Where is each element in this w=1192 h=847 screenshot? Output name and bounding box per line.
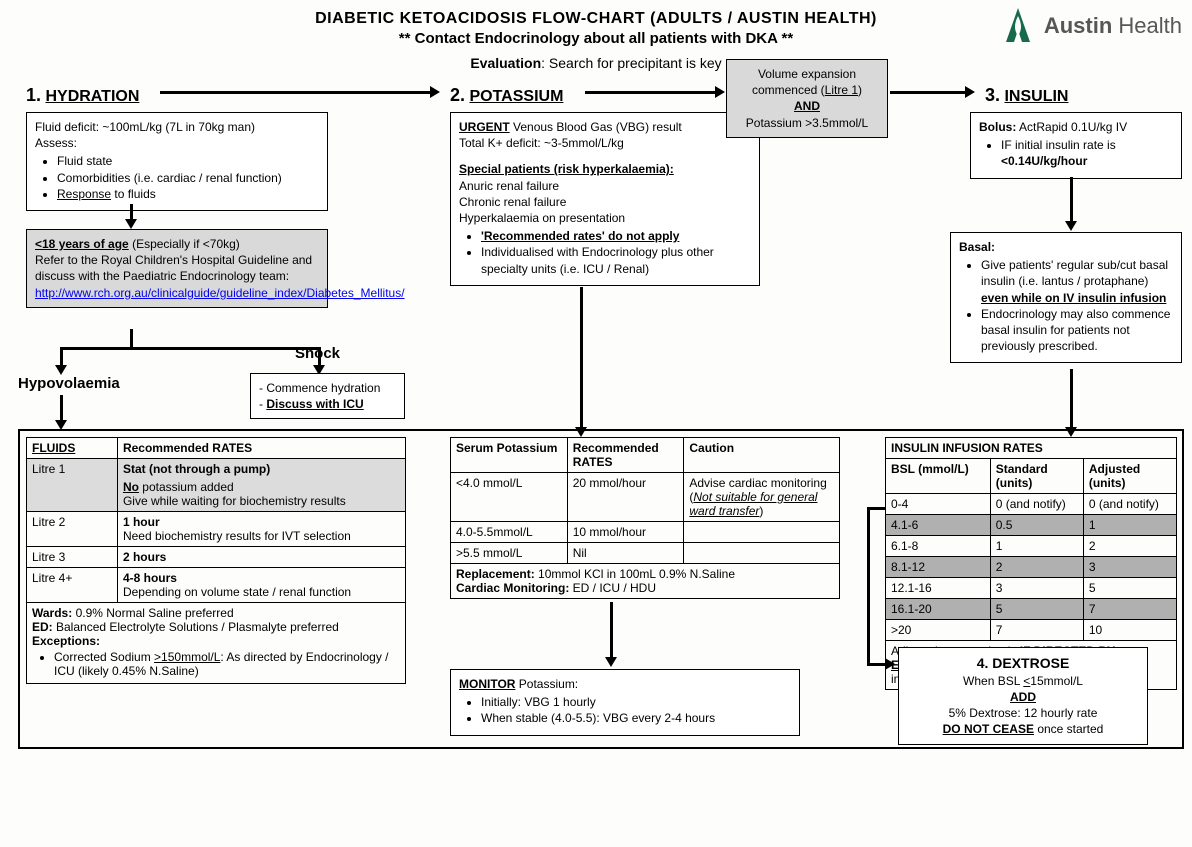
table-row: 8.1-1223 — [886, 557, 1177, 578]
arrow-1-2-head — [430, 86, 440, 98]
evaluation: Evaluation: Search for precipitant is ke… — [10, 55, 1182, 71]
arrow-serum-monitor-head — [605, 657, 617, 667]
table-row: <4.0 mmol/L 20 mmol/hour Advise cardiac … — [451, 473, 840, 522]
arrow-hypo-fluids — [60, 395, 63, 420]
dextrose-box: 4. DEXTROSE When BSL <15mmol/L ADD 5% De… — [898, 647, 1148, 745]
table-row: >5.5 mmol/L Nil — [451, 543, 840, 564]
header: DIABETIC KETOACIDOSIS FLOW-CHART (ADULTS… — [10, 10, 1182, 71]
shock-label: Shock — [295, 345, 340, 362]
table-row: Replacement: 10mmol KCl in 100mL 0.9% N.… — [451, 564, 840, 599]
arrow-ins-dex-head — [885, 658, 895, 670]
logo: Austin Health — [998, 6, 1182, 46]
arrow-pot-serum — [580, 287, 583, 427]
logo-text: Austin Health — [1044, 13, 1182, 39]
arrow-ins-dex-h1 — [867, 507, 885, 510]
austin-logo-icon — [998, 6, 1038, 46]
arrow-bolus-basal-head — [1065, 221, 1077, 231]
arrow-1-2 — [160, 91, 430, 94]
arrow-paeds-branch-h — [60, 347, 320, 350]
insulin-bolus-box: Bolus: ActRapid 0.1U/kg IV IF initial in… — [970, 112, 1182, 179]
flowchart: 1. HYDRATION 2. POTASSIUM 3. INSULIN Flu… — [10, 77, 1182, 837]
hypovolaemia-label: Hypovolaemia — [18, 375, 120, 392]
section-3-label: 3. INSULIN — [985, 85, 1068, 106]
arrow-2-vol-head — [715, 86, 725, 98]
arrow-2-vol — [585, 91, 715, 94]
arrow-ins-dex-h2 — [867, 663, 885, 666]
arrow-paeds-branch-v — [130, 329, 133, 347]
section-2-label: 2. POTASSIUM — [450, 85, 563, 106]
arrow-ins-dex-v — [867, 507, 870, 665]
eval-text: : Search for precipitant is key — [541, 55, 722, 71]
table-row: 12.1-1635 — [886, 578, 1177, 599]
table-row: 0-40 (and notify)0 (and notify) — [886, 494, 1177, 515]
arrow-serum-monitor — [610, 602, 613, 657]
arrow-basal-ins — [1070, 369, 1073, 427]
volume-expansion-box: Volume expansion commenced (Litre 1) AND… — [726, 59, 888, 138]
shock-box: - Commence hydration - Discuss with ICU — [250, 373, 405, 419]
basal-box: Basal: Give patients' regular sub/cut ba… — [950, 232, 1182, 363]
table-row: 6.1-812 — [886, 536, 1177, 557]
serum-potassium-table: Serum Potassium Recommended RATES Cautio… — [450, 437, 840, 599]
arrow-vol-3-head — [965, 86, 975, 98]
arrow-hypo-head — [55, 365, 67, 375]
arrow-hyd-paeds-head — [125, 219, 137, 229]
monitor-box: MONITOR Potassium: Initially: VBG 1 hour… — [450, 669, 800, 736]
rch-link[interactable]: http://www.rch.org.au/clinicalguide/guid… — [35, 286, 405, 300]
table-row: >20710 — [886, 620, 1177, 641]
arrow-hypo-v — [60, 347, 63, 365]
potassium-box: URGENT Venous Blood Gas (VBG) result Tot… — [450, 112, 760, 286]
table-row: 4.0-5.5mmol/L 10 mmol/hour — [451, 522, 840, 543]
hydration-bullets: Fluid state Comorbidities (i.e. cardiac … — [35, 153, 319, 202]
table-row: 16.1-2057 — [886, 599, 1177, 620]
arrow-bolus-basal — [1070, 177, 1073, 221]
section-1-label: 1. HYDRATION — [26, 85, 139, 106]
table-row: 4.1-60.51 — [886, 515, 1177, 536]
paeds-box: <18 years of age (Especially if <70kg) R… — [26, 229, 328, 308]
hydration-box: Fluid deficit: ~100mL/kg (7L in 70kg man… — [26, 112, 328, 211]
arrow-vol-3 — [890, 91, 965, 94]
arrow-hyd-paeds — [130, 204, 133, 219]
eval-label: Evaluation — [470, 55, 541, 71]
